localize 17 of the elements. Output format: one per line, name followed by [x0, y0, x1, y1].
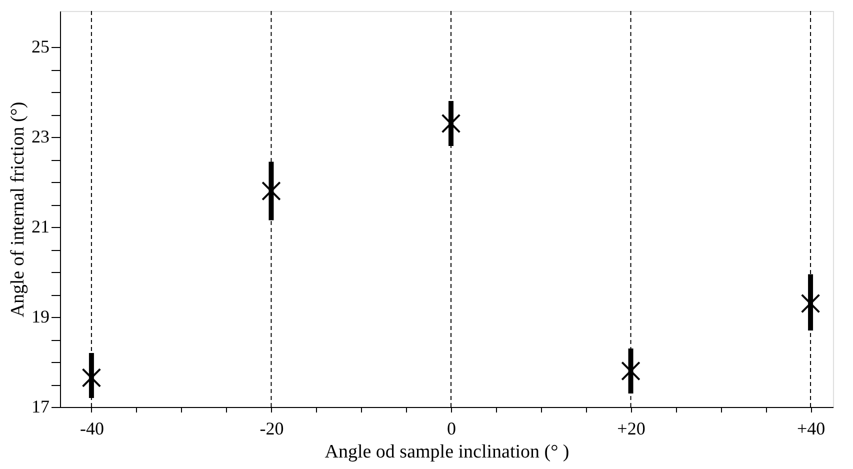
y-axis-title: Angle of internal friction (°) [8, 102, 28, 318]
x-axis-title: Angle od sample inclination (° ) [324, 442, 570, 462]
point [262, 181, 281, 201]
y-tick-label: 21 [32, 216, 50, 236]
y-tick-label: 19 [32, 306, 50, 326]
x-tick-label: +20 [617, 418, 646, 438]
x-tick-label: -40 [80, 418, 104, 438]
x-tick-label: -20 [260, 418, 284, 438]
x-tick-label: 0 [446, 418, 456, 438]
y-tick-label: 17 [32, 396, 50, 416]
x-tick-label: +40 [796, 418, 826, 438]
y-tick-label: 23 [32, 126, 50, 146]
y-tick-label: 25 [32, 36, 50, 56]
point [621, 361, 640, 381]
point [441, 114, 461, 134]
point [800, 294, 820, 314]
point [82, 368, 102, 388]
